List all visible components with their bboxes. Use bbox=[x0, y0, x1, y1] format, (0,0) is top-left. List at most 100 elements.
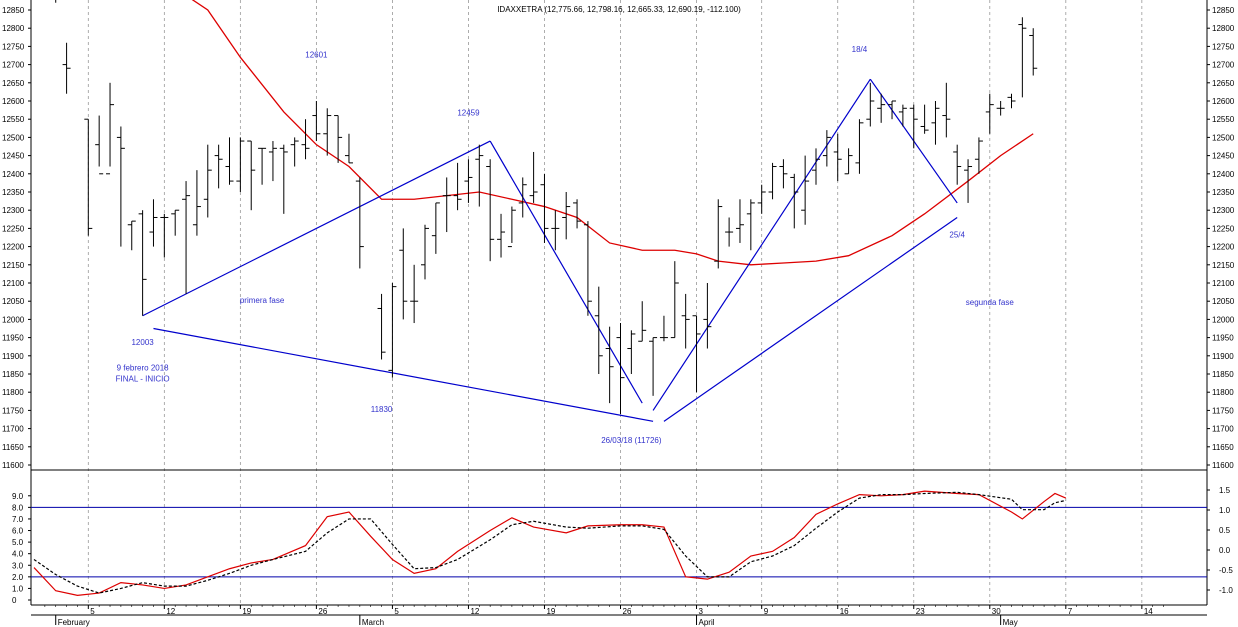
osc-tick-label-right: 1.0 bbox=[1219, 506, 1231, 515]
ohlc-bar bbox=[334, 115, 343, 163]
price-tick-label-left: 12200 bbox=[2, 243, 25, 252]
ohlc-bar bbox=[127, 220, 136, 251]
price-tick-label-left: 12600 bbox=[2, 97, 25, 106]
ohlc-bar bbox=[182, 181, 191, 294]
ohlc-bar bbox=[323, 108, 332, 156]
ohlc-bar bbox=[616, 323, 625, 415]
osc-tick-label-right: 0.5 bbox=[1219, 526, 1231, 535]
ohlc-bar bbox=[62, 42, 71, 94]
price-tick-label-right: 12700 bbox=[1212, 61, 1235, 70]
ohlc-bar bbox=[95, 115, 104, 175]
ohlc-bar bbox=[301, 119, 310, 160]
ohlc-bar bbox=[268, 141, 277, 182]
price-tick-label-left: 12400 bbox=[2, 170, 25, 179]
ohlc-bar bbox=[464, 159, 473, 203]
ohlc-bar bbox=[399, 228, 408, 320]
date-tick-label: 26 bbox=[318, 607, 327, 616]
date-tick-label: 12 bbox=[166, 607, 175, 616]
chart-annotation: 12601 bbox=[305, 50, 328, 59]
ohlc-bar bbox=[355, 177, 364, 269]
osc-tick-label-left: 3.0 bbox=[12, 561, 24, 570]
price-tick-label-right: 11750 bbox=[1212, 406, 1234, 415]
ohlc-bar bbox=[160, 213, 169, 258]
date-tick-label: 3 bbox=[699, 607, 704, 616]
ohlc-bar bbox=[138, 210, 147, 316]
date-tick-label: 19 bbox=[242, 607, 251, 616]
price-tick-label-right: 12150 bbox=[1212, 261, 1235, 270]
date-tick-label: 19 bbox=[546, 607, 555, 616]
price-tick-label-left: 11700 bbox=[2, 425, 24, 434]
price-tick-label-left: 11900 bbox=[2, 352, 24, 361]
ohlc-bar bbox=[84, 118, 93, 236]
ohlc-bar bbox=[1007, 93, 1016, 109]
price-tick-label-left: 12350 bbox=[2, 188, 25, 197]
ohlc-bar bbox=[735, 199, 744, 243]
ohlc-bar bbox=[290, 137, 299, 167]
ohlc-bar bbox=[518, 177, 527, 218]
chart-annotation: 25/4 bbox=[949, 231, 965, 240]
ohlc-bar bbox=[486, 159, 495, 262]
price-tick-label-right: 11700 bbox=[1212, 425, 1234, 434]
price-tick-label-left: 11750 bbox=[2, 406, 24, 415]
price-tick-label-left: 12100 bbox=[2, 279, 25, 288]
date-tick-label: 30 bbox=[992, 607, 1001, 616]
ohlc-bar bbox=[1018, 17, 1027, 98]
ohlc-bar bbox=[171, 209, 180, 236]
price-tick-label-left: 12550 bbox=[2, 115, 25, 124]
price-tick-label-right: 12100 bbox=[1212, 279, 1235, 288]
ohlc-bar bbox=[638, 301, 647, 342]
ohlc-bar bbox=[594, 286, 603, 374]
ohlc-bar bbox=[344, 133, 353, 164]
price-tick-label-right: 12550 bbox=[1212, 115, 1235, 124]
ohlc-bar bbox=[106, 82, 115, 175]
osc-tick-label-left: 5.0 bbox=[12, 538, 24, 547]
ohlc-bar bbox=[920, 104, 929, 134]
price-tick-label-left: 12450 bbox=[2, 152, 25, 161]
month-label: May bbox=[1003, 618, 1018, 627]
osc-tick-label-right: 1.5 bbox=[1219, 486, 1231, 495]
ohlc-bar bbox=[192, 170, 201, 236]
price-tick-label-right: 11900 bbox=[1212, 352, 1234, 361]
trend-line bbox=[153, 327, 654, 422]
ohlc-bar bbox=[714, 199, 723, 269]
chart-annotation: 12459 bbox=[457, 109, 480, 118]
ohlc-bar bbox=[746, 199, 755, 251]
ohlc-bar bbox=[812, 148, 820, 185]
ohlc-bar bbox=[475, 144, 484, 207]
osc-tick-label-left: 6.0 bbox=[12, 527, 24, 536]
osc-signal-line bbox=[33, 491, 1066, 594]
ohlc-bar bbox=[421, 224, 429, 280]
chart-header-text: IDAXXETRA (12,775.66, 12,798.16, 12,665.… bbox=[497, 5, 741, 14]
price-tick-label-right: 12350 bbox=[1212, 188, 1235, 197]
date-tick-label: 16 bbox=[840, 607, 849, 616]
month-label: March bbox=[362, 618, 384, 627]
ohlc-bar bbox=[725, 217, 734, 247]
ohlc-bar bbox=[974, 137, 983, 174]
price-tick-label-left: 12000 bbox=[2, 315, 25, 324]
ohlc-bar bbox=[681, 293, 690, 349]
date-tick-label: 12 bbox=[470, 607, 479, 616]
chart-annotation: 9 febrero 2018 bbox=[117, 363, 170, 372]
ohlc-bar bbox=[833, 133, 842, 182]
price-tick-label-right: 12400 bbox=[1212, 170, 1235, 179]
price-tick-label-right: 12750 bbox=[1212, 42, 1235, 51]
date-tick-label: 14 bbox=[1144, 607, 1153, 616]
price-tick-label-left: 11600 bbox=[2, 461, 24, 470]
ohlc-bar bbox=[247, 140, 256, 211]
osc-tick-label-left: 4.0 bbox=[12, 550, 24, 559]
price-tick-label-left: 11650 bbox=[2, 443, 24, 452]
price-tick-label-left: 11800 bbox=[2, 388, 24, 397]
ohlc-bar bbox=[898, 104, 907, 127]
ohlc-bar bbox=[703, 283, 712, 349]
trend-line bbox=[652, 78, 871, 411]
price-tick-label-right: 12800 bbox=[1212, 24, 1235, 33]
price-tick-label-left: 12300 bbox=[2, 206, 25, 215]
price-tick-label-left: 12500 bbox=[2, 133, 25, 142]
ohlc-bar bbox=[909, 104, 918, 149]
ohlc-bar bbox=[964, 159, 973, 203]
ohlc-bar bbox=[866, 82, 875, 127]
ohlc-bar bbox=[279, 144, 288, 214]
ohlc-bar bbox=[540, 173, 549, 243]
price-tick-label-right: 11650 bbox=[1212, 443, 1234, 452]
osc-tick-label-right: -1.0 bbox=[1219, 586, 1233, 595]
